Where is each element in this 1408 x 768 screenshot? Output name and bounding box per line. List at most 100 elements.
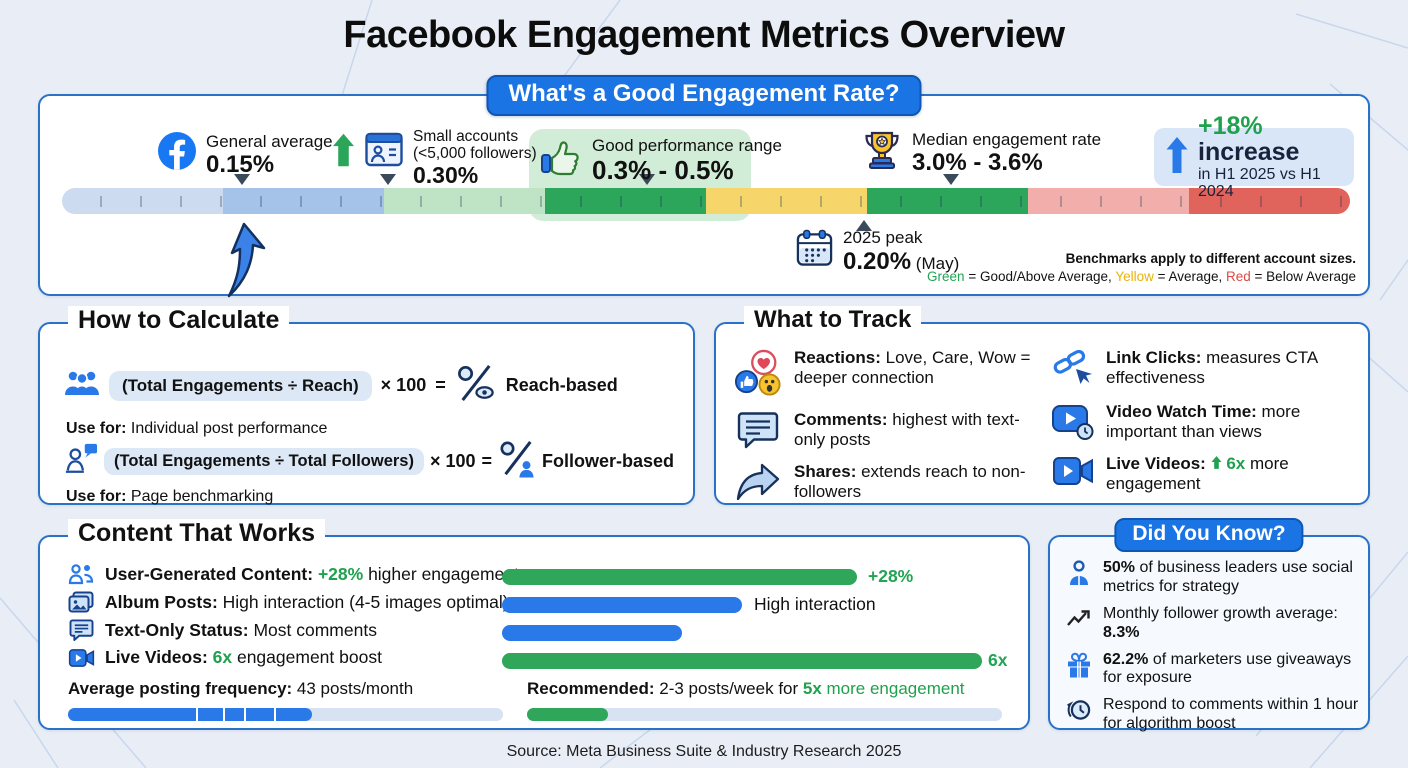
peak-value: 0.20% <box>843 248 912 275</box>
use-for-note: Use for: Page benchmarking <box>66 488 274 505</box>
clock-history-icon <box>1064 697 1094 723</box>
posting-frequency-label: Average posting frequency: 43 posts/mont… <box>68 679 414 698</box>
calc-heading: How to Calculate <box>68 306 290 335</box>
track-item-link-clicks: Link Clicks: measures CTA effectiveness <box>1050 348 1356 389</box>
recommended-label: Recommended: 2-3 posts/week for 5x more … <box>527 679 965 698</box>
peak-label: 2025 peak <box>843 228 923 247</box>
album-posts-icon <box>66 591 96 613</box>
dyk-item-text: Respond to comments within 1 hour for al… <box>1103 696 1359 733</box>
increase-subtext: in H1 2025 vs H1 2024 <box>1198 165 1321 201</box>
reactions-icon <box>732 349 784 397</box>
formula-result: Reach-based <box>505 375 618 395</box>
person-speech-icon <box>64 441 98 482</box>
marker-value: 3.0% - 3.6% <box>912 148 1043 176</box>
scale-segment <box>867 188 1028 214</box>
benchmark-note: Benchmarks apply to different account si… <box>927 250 1356 286</box>
bar-label-live: 6x <box>988 650 1008 670</box>
marker-value: 0.15% <box>206 150 275 178</box>
scale-segment <box>545 188 706 214</box>
bar-label-album: High interaction <box>754 594 876 614</box>
dyk-item-follower-growth: Monthly follower growth average: 8.3% <box>1064 605 1360 643</box>
frequency-progress-track <box>68 708 503 721</box>
equals-sign: = <box>481 451 493 471</box>
equals-sign: = <box>435 375 446 395</box>
track-item-text: Comments: highest with text-only posts <box>794 410 1020 449</box>
did-you-know-badge: Did You Know? <box>1114 518 1304 552</box>
marker-label-line2: (<5,000 followers) <box>413 145 537 163</box>
content-that-works-panel: Content That Works User-Generated Conten… <box>38 519 1030 730</box>
dyk-item-business-leaders: 50% of business leaders use social metri… <box>1064 559 1360 597</box>
marker-label: Median engagement rate <box>912 130 1102 149</box>
how-to-calculate-panel: How to Calculate (Total Engagements ÷ Re… <box>38 306 695 505</box>
blue-up-arrow-icon <box>1166 136 1188 179</box>
track-item-video-watch-time: Video Watch Time: more important than vi… <box>1050 402 1356 441</box>
content-heading: Content That Works <box>68 519 326 548</box>
page-title: Facebook Engagement Metrics Overview <box>343 14 1065 56</box>
formula-pill: (Total Engagements ÷ Total Followers) <box>104 448 424 475</box>
increase-word: increase <box>1198 138 1300 167</box>
recommended-progress-track <box>527 708 1002 721</box>
scale-segment <box>223 188 384 214</box>
recommended-progress-fill <box>527 708 608 721</box>
marker-small-accounts: Small accounts (<5,000 followers) 0.30% <box>332 128 537 188</box>
source-note: Source: Meta Business Suite & Industry R… <box>506 743 902 760</box>
peak-suffix: (May) <box>911 254 960 273</box>
text-status-icon <box>66 619 96 641</box>
marker-general-average: General average 0.15% <box>158 132 333 178</box>
facebook-icon <box>158 132 196 175</box>
engagement-scale-bar <box>62 188 1350 214</box>
dyk-item-respond: Respond to comments within 1 hour for al… <box>1064 696 1360 734</box>
formula-follower-based: (Total Engagements ÷ Total Followers) × … <box>64 440 674 483</box>
benchmark-note-line2: Green = Good/Above Average, Yellow = Ave… <box>927 268 1356 284</box>
bar-ugc <box>502 569 857 585</box>
what-to-track-panel: What to Track Reactions: Love, Care, Wow… <box>714 306 1370 505</box>
account-window-icon <box>365 132 403 172</box>
track-item-text: Video Watch Time: more important than vi… <box>1106 402 1301 441</box>
marker-median-rate: Median engagement rate 3.0% - 3.6% <box>862 130 1101 176</box>
link-cursor-icon <box>1050 349 1096 389</box>
marker-value: 0.30% <box>413 161 479 188</box>
benchmark-note-line1: Benchmarks apply to different account si… <box>1065 250 1356 266</box>
track-item-text: Reactions: Love, Care, Wow = deeper conn… <box>794 348 1031 387</box>
dyk-item-text: 62.2% of marketers use giveaways for exp… <box>1103 650 1352 687</box>
formula-reach-based: (Total Engagements ÷ Reach) × 100 = Reac… <box>64 364 618 407</box>
increase-badge: +18% increase in H1 2025 vs H1 2024 <box>1154 113 1354 200</box>
green-up-arrow-icon <box>332 132 355 173</box>
share-arrow-icon <box>732 463 784 503</box>
scale-segment <box>1028 188 1189 214</box>
track-item-text: Live Videos: 6x more engagement <box>1106 454 1289 494</box>
bar-label-ugc: +28% <box>868 566 914 586</box>
scale-marker-triangle <box>638 174 655 185</box>
use-for-note: Use for: Individual post performance <box>66 420 328 437</box>
engagement-rate-badge: What's a Good Engagement Rate? <box>486 75 922 116</box>
track-item-comments: Comments: highest with text-only posts <box>732 410 1044 449</box>
content-row-live-videos: Live Videos: 6x engagement boost <box>66 647 382 668</box>
comment-bubble-icon <box>732 411 784 449</box>
live-video-camera-icon <box>1050 455 1096 487</box>
times-100: × 100 <box>380 375 427 395</box>
scale-tick-marks <box>62 196 1350 207</box>
scale-segment <box>1189 188 1350 214</box>
marker-value: 0.3% - 0.5% <box>592 154 734 185</box>
scale-segment <box>706 188 867 214</box>
dyk-item-giveaways: 62.2% of marketers use giveaways for exp… <box>1064 651 1360 689</box>
thumbs-up-icon <box>540 138 582 183</box>
percent-eye-icon <box>455 364 497 407</box>
scale-marker-triangle <box>942 174 959 185</box>
content-row-ugc: User-Generated Content: +28% higher enga… <box>66 563 519 585</box>
curved-pointer-arrow-icon <box>227 222 266 298</box>
marker-label-line1: Small accounts <box>413 128 519 145</box>
track-heading: What to Track <box>744 306 922 334</box>
people-group-icon <box>66 563 96 585</box>
track-item-reactions: Reactions: Love, Care, Wow = deeper conn… <box>732 348 1044 397</box>
times-100: × 100 <box>429 451 476 471</box>
person-icon <box>1064 560 1094 587</box>
content-row-text-only: Text-Only Status: Most comments <box>66 619 377 641</box>
scale-marker-triangle <box>379 174 396 185</box>
marker-good-range: Good performance range 0.3% - 0.5% <box>540 136 782 184</box>
calendar-icon <box>796 228 833 273</box>
live-video-camera-icon <box>66 648 96 668</box>
scale-segment <box>384 188 545 214</box>
scale-segment <box>62 188 223 214</box>
engagement-scale-panel: General average 0.15% Small accounts (<5… <box>38 94 1370 298</box>
